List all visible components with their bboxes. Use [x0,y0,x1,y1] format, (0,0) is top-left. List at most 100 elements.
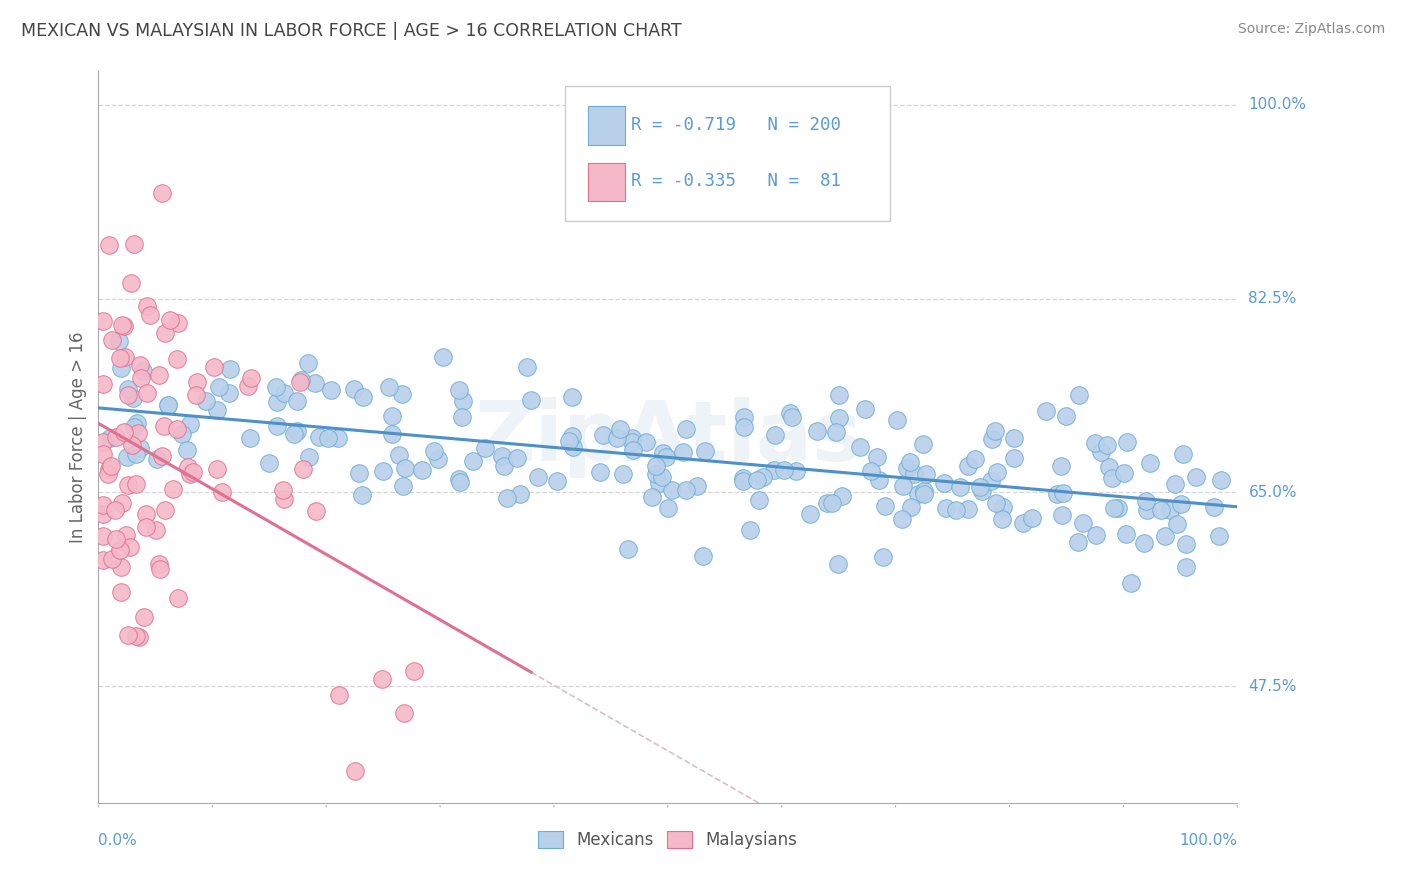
Point [122,419,145,434]
Point [449,475,471,489]
Point [738,523,761,537]
Point [1175,537,1198,551]
Point [451,410,474,425]
Text: 65.0%: 65.0% [1249,485,1296,500]
Point [945,503,967,517]
Point [1012,516,1035,531]
Point [283,426,305,441]
Point [110,584,132,599]
Point [427,451,450,466]
Point [748,492,770,507]
Point [122,236,145,251]
Point [387,448,409,462]
Point [305,504,328,518]
Point [1101,471,1123,485]
Point [655,450,678,465]
Point [785,464,807,478]
Point [166,591,188,605]
Point [561,390,583,404]
Point [121,391,143,405]
Point [733,420,755,434]
Point [432,350,454,364]
Point [146,451,169,466]
Point [763,427,786,442]
Text: 100.0%: 100.0% [1180,833,1237,848]
Text: 0.0%: 0.0% [98,833,138,848]
FancyBboxPatch shape [565,86,890,221]
Point [815,496,838,510]
Point [91,498,114,512]
Point [1135,493,1157,508]
Point [645,459,668,474]
Point [411,462,433,476]
Point [145,523,167,537]
Point [451,394,474,409]
Point [911,437,934,451]
Point [623,443,645,458]
Point [177,459,200,474]
Point [651,470,673,484]
Point [115,527,138,541]
Point [621,435,644,450]
Point [449,472,471,486]
Point [1115,526,1137,541]
Point [98,431,121,445]
Point [1136,502,1159,516]
Point [1095,438,1118,452]
Point [135,507,157,521]
Point [1035,404,1057,418]
Point [520,392,543,407]
Point [447,383,470,397]
Point [166,352,188,367]
Point [1090,445,1112,459]
Text: Source: ZipAtlas.com: Source: ZipAtlas.com [1237,22,1385,37]
Point [264,380,287,394]
Point [211,484,233,499]
Point [557,434,579,449]
Point [162,482,184,496]
Point [1208,529,1230,543]
Point [907,487,929,501]
Point [772,463,794,477]
Point [1115,435,1137,450]
Point [733,471,755,485]
Point [893,479,915,493]
Point [745,473,768,487]
Point [394,460,416,475]
Point [912,486,935,500]
Point [105,430,128,444]
Point [259,456,281,470]
Point [752,470,775,484]
Point [1071,516,1094,530]
Point [494,459,516,474]
Point [1046,486,1069,500]
Point [972,484,994,499]
Point [605,431,627,445]
Point [612,467,634,481]
Point [125,477,148,491]
Point [686,478,709,492]
Point [104,532,127,546]
Point [373,464,395,478]
Point [949,480,972,494]
Point [371,673,394,687]
Point [1002,431,1025,445]
Point [934,476,956,491]
Point [155,502,177,516]
Point [91,314,114,328]
Point [821,495,844,509]
Point [207,462,229,476]
Point [128,630,150,644]
Point [290,375,312,389]
Point [463,454,485,468]
Point [128,442,150,456]
Point [132,610,155,624]
Point [890,511,912,525]
Point [108,351,131,365]
Point [1154,529,1177,543]
Point [1050,458,1073,473]
Point [179,467,201,481]
Point [617,541,640,556]
Point [647,475,669,490]
Point [1084,528,1107,542]
